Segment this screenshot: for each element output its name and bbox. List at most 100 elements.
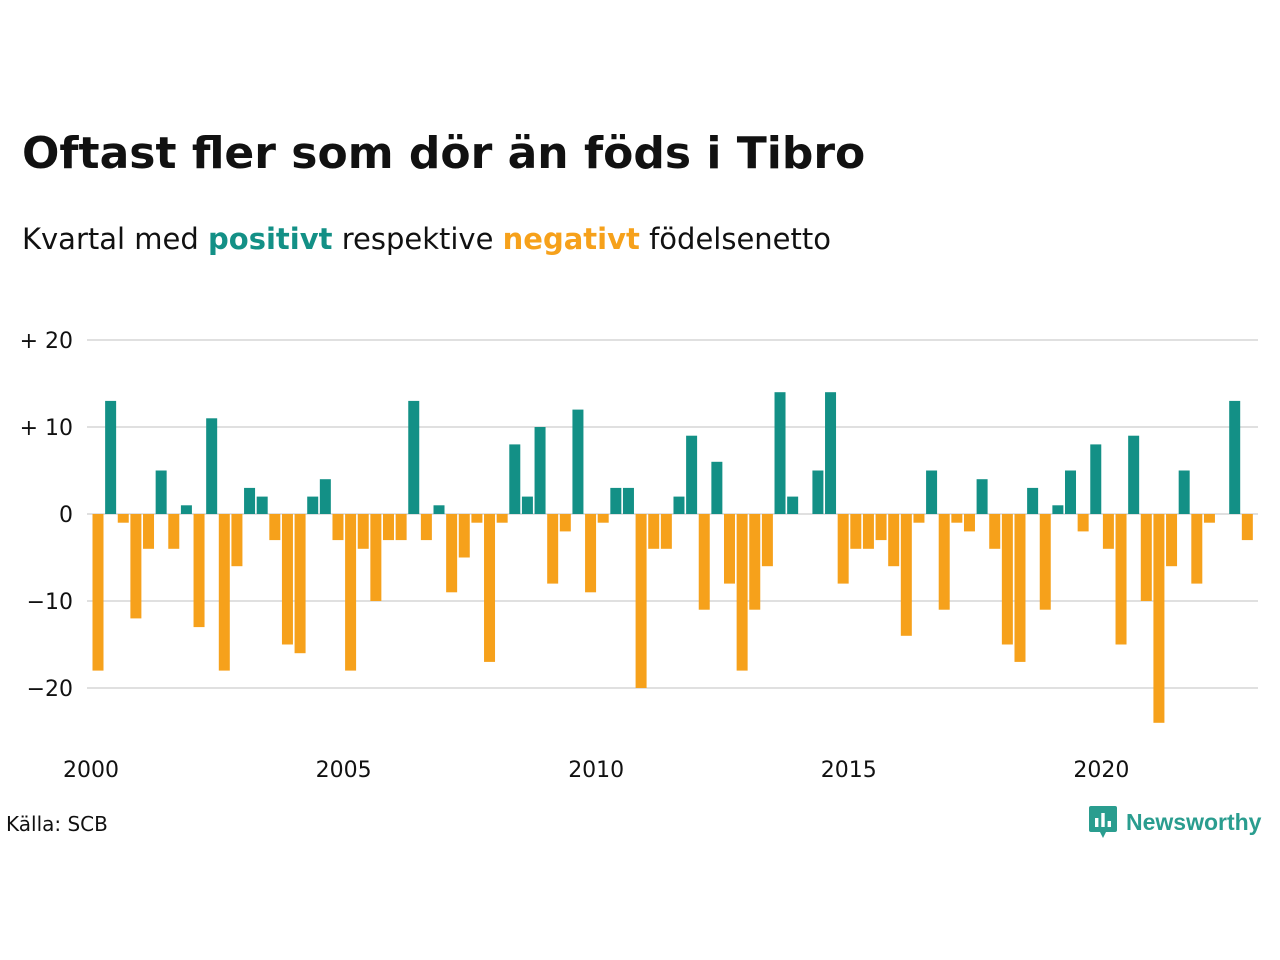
bar <box>825 392 837 514</box>
bar <box>648 514 660 549</box>
bar <box>900 514 912 636</box>
bar <box>1153 514 1165 723</box>
subtitle-positive-word: positivt <box>208 222 333 256</box>
bar <box>155 470 167 514</box>
bar <box>749 514 761 610</box>
bar <box>484 514 496 662</box>
bar <box>686 435 698 514</box>
bar <box>913 514 925 523</box>
bar <box>180 505 192 514</box>
bar <box>1241 514 1253 541</box>
bar <box>572 409 584 514</box>
bar <box>395 514 407 541</box>
bar <box>256 496 268 514</box>
logo-text: Newsworthy <box>1126 808 1262 835</box>
bar <box>534 427 546 514</box>
x-tick-label: 2000 <box>63 758 119 783</box>
bar <box>357 514 369 549</box>
y-tick-label: −10 <box>27 590 73 615</box>
bar <box>433 505 445 514</box>
bar <box>698 514 710 610</box>
bar <box>130 514 142 619</box>
chart-subtitle: Kvartal med positivt respektive negativt… <box>22 222 831 256</box>
bar <box>319 479 331 514</box>
y-tick-label: + 20 <box>20 329 73 354</box>
bar <box>370 514 382 601</box>
bar <box>862 514 874 549</box>
newsworthy-logo: Newsworthy <box>1088 804 1261 840</box>
bar <box>761 514 773 567</box>
bar <box>269 514 281 541</box>
bar <box>218 514 230 671</box>
bar <box>206 418 218 514</box>
x-tick-label: 2020 <box>1073 758 1129 783</box>
bar <box>509 444 521 514</box>
bar <box>332 514 344 541</box>
y-tick-label: 0 <box>59 503 73 528</box>
subtitle-prefix: Kvartal med <box>22 222 209 256</box>
bar <box>281 514 293 645</box>
bar <box>408 400 420 514</box>
bar <box>244 487 256 514</box>
bar <box>888 514 900 567</box>
subtitle-negative-word: negativt <box>502 222 640 256</box>
x-tick-label: 2010 <box>568 758 624 783</box>
chart-title: Oftast fler som dör än föds i Tibro <box>22 128 866 179</box>
bar <box>105 400 117 514</box>
bar <box>231 514 243 567</box>
bar <box>660 514 672 549</box>
bar <box>307 496 319 514</box>
bar <box>521 496 533 514</box>
y-tick-label: −20 <box>27 677 73 702</box>
bar <box>976 479 988 514</box>
bar <box>1027 487 1039 514</box>
bar <box>673 496 685 514</box>
bar <box>1014 514 1026 662</box>
bar <box>951 514 963 523</box>
bar <box>875 514 887 541</box>
bar <box>850 514 862 549</box>
bar <box>1065 470 1077 514</box>
bar <box>1039 514 1051 610</box>
bar <box>622 487 634 514</box>
bar <box>989 514 1001 549</box>
bar <box>837 514 849 584</box>
bar <box>92 514 104 671</box>
bar <box>1128 435 1140 514</box>
bar <box>1090 444 1102 514</box>
bar <box>547 514 559 584</box>
bar <box>963 514 975 532</box>
bar <box>458 514 470 558</box>
bar <box>168 514 180 549</box>
bar <box>117 514 129 523</box>
bar <box>294 514 306 654</box>
subtitle-suffix: födelsenetto <box>639 222 831 256</box>
bar <box>1166 514 1178 567</box>
bar <box>774 392 786 514</box>
bar <box>1102 514 1114 549</box>
bar <box>382 514 394 541</box>
bar <box>597 514 609 523</box>
bar <box>938 514 950 610</box>
bar <box>559 514 571 532</box>
bar <box>420 514 432 541</box>
bar <box>345 514 357 671</box>
bar <box>1178 470 1190 514</box>
bar <box>1203 514 1215 523</box>
bar <box>1191 514 1203 584</box>
bar <box>1229 400 1241 514</box>
bar <box>143 514 155 549</box>
x-tick-label: 2015 <box>821 758 877 783</box>
bar <box>193 514 205 628</box>
bar <box>446 514 458 593</box>
bar <box>1001 514 1013 645</box>
x-tick-label: 2005 <box>316 758 372 783</box>
bar <box>787 496 799 514</box>
bar <box>496 514 508 523</box>
bar <box>471 514 483 523</box>
bar <box>736 514 748 671</box>
bar <box>724 514 735 584</box>
bar <box>1115 514 1127 645</box>
bar <box>1077 514 1089 532</box>
bar <box>1140 514 1152 601</box>
